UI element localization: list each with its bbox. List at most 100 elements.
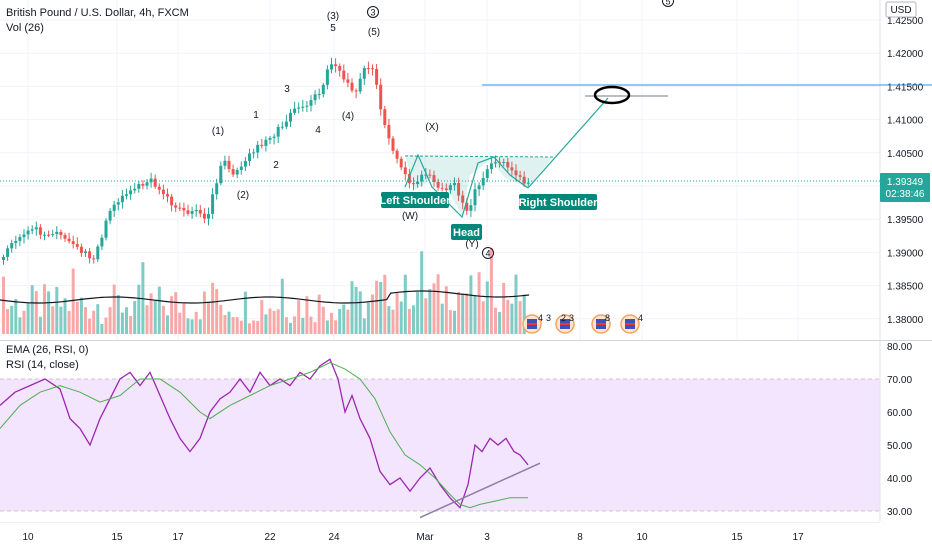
candle-body [75,244,79,247]
countdown-value: 02:38:46 [886,189,925,200]
price-chart-canvas[interactable]: 1.425001.420001.415001.410001.405001.400… [0,0,932,425]
candle-body [395,150,399,159]
volume-bar [387,306,391,334]
rsi-pane[interactable]: 80.00 70.00 60.00 50.00 40.00 30.00 EMA (26, … [0,341,932,521]
volume-bar [473,295,477,334]
volume-bar [198,319,202,334]
volume-bar [125,307,128,334]
volume-bar [194,311,198,334]
volume-bar [51,306,55,334]
volume-bar [239,320,243,334]
volume-bar [350,281,354,334]
volume-bar [186,318,190,334]
candle-body [453,182,456,186]
volume-bar [256,320,260,334]
candle-body [178,207,182,209]
volume-bar [522,294,526,334]
volume-bar [223,315,227,334]
wave-label: 2 [273,160,279,171]
volume-bar [321,306,325,334]
volume-bar [465,293,469,334]
volume-bar [489,248,493,334]
candle-body [412,183,415,185]
volume-bar [161,305,165,334]
volume-bar [178,312,182,334]
candle-body [457,182,461,196]
event-count: 4 [538,313,543,323]
candle-body [444,188,448,191]
volume-bar [112,284,116,334]
volume-bar [362,318,366,334]
candle-body [354,90,358,92]
volume-bar [67,311,71,334]
price-axis-label: 1.40500 [887,149,924,160]
ema-legend[interactable]: EMA (26, RSI, 0) [6,344,89,356]
volume-bar [297,300,301,334]
candle-body [67,238,71,242]
volume-bar [514,274,518,334]
volume-bar [47,291,51,334]
volume-bar [120,312,124,334]
volume-bar [202,291,206,334]
volume-bar [84,307,87,334]
volume-bar [481,301,485,334]
candle-body [174,205,178,208]
candle-body [321,84,325,95]
candle-body [211,194,215,214]
time-axis-label: 15 [111,532,123,543]
volume-bar [227,311,231,334]
volume-bar [6,309,10,334]
rsi-legend-label[interactable]: RSI (14, close) [6,359,79,371]
price-axis-label: 1.39500 [887,215,924,226]
circled-wave-marker [367,6,379,18]
time-axis[interactable]: 10 15 17 22 24 Mar 3 8 10 15 17 [0,521,932,550]
candle-body [485,169,489,179]
volume-bar [313,322,317,334]
candle-body [313,94,317,101]
candle-body [100,237,104,247]
volume-bar [207,301,210,334]
volume-bar [30,285,34,334]
volume-bar [436,274,440,334]
volume-bar [280,278,284,334]
rsi-trendline [419,462,541,519]
volume-bar [252,320,256,334]
volume-bar [55,286,59,334]
candle-body [518,175,522,177]
candle-body [79,246,83,254]
rsi-chart-canvas[interactable]: 80.00 70.00 60.00 50.00 40.00 30.00 [0,341,932,521]
volume-bar [416,292,420,334]
currency-badge-text: USD [890,5,911,16]
candle-body [186,210,190,214]
volume-bar [461,293,465,334]
candle-body [120,195,124,203]
candle-body [145,182,149,186]
rsi-axis-label: 40.00 [887,474,912,485]
circled-wave-label: 3 [370,8,375,18]
candle-body [506,161,510,168]
candle-body [235,169,239,175]
volume-bar [395,292,399,334]
volume-legend[interactable]: Vol (26) [6,22,44,34]
volume-bar [219,305,223,334]
volume-bar [412,305,415,334]
pane-separator[interactable] [0,340,932,341]
volume-bar [34,291,38,334]
candle-body [55,231,59,235]
volume-bar [260,300,264,334]
volume-bar [301,317,305,334]
volume-bar [305,296,309,334]
price-chart-pane[interactable]: 1.425001.420001.415001.410001.405001.400… [0,0,932,425]
volume-bar [88,318,92,334]
candle-body [342,70,346,80]
volume-bar [63,298,67,334]
left-shoulder-label-box [381,192,449,208]
volume-bar [309,316,313,334]
wave-label: 4 [315,125,321,136]
volume-bar [432,283,436,334]
time-axis-label: 17 [792,532,804,543]
symbol-title[interactable]: British Pound / U.S. Dollar, 4h, FXCM [6,7,189,19]
time-axis-label: 10 [636,532,648,543]
wave-label: (2) [237,190,249,201]
candle-body [51,234,55,236]
